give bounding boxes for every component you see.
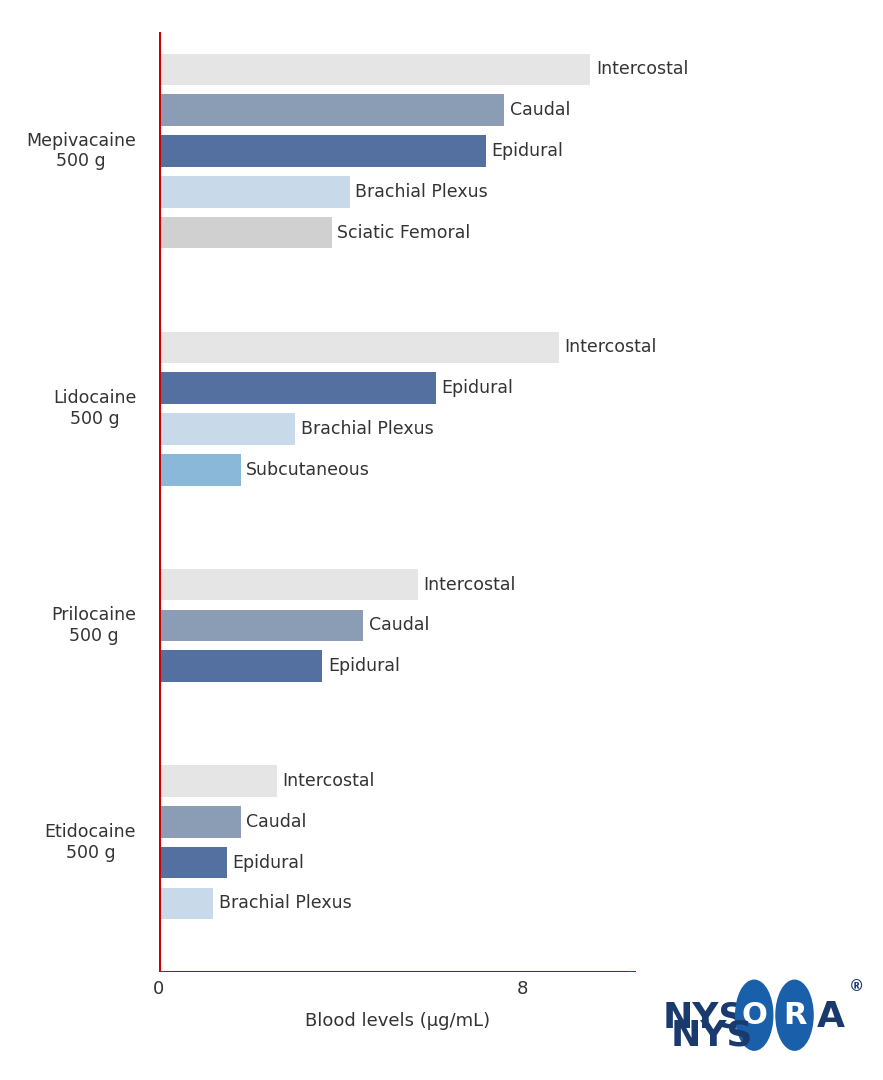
Text: Brachial Plexus: Brachial Plexus [355, 183, 488, 201]
Bar [159, 569, 418, 600]
Bar [159, 373, 436, 404]
Text: Brachial Plexus: Brachial Plexus [300, 420, 434, 438]
Text: Brachial Plexus: Brachial Plexus [219, 894, 351, 913]
Text: ®: ® [849, 980, 864, 995]
Text: Epidural: Epidural [491, 141, 563, 160]
Text: A: A [817, 1000, 845, 1035]
Text: Caudal: Caudal [509, 102, 570, 119]
Bar [159, 54, 591, 85]
Text: Intercostal: Intercostal [564, 338, 656, 356]
X-axis label: Blood levels (μg/mL): Blood levels (μg/mL) [305, 1012, 490, 1030]
Text: Caudal: Caudal [246, 813, 306, 831]
Bar [159, 888, 214, 919]
Bar [159, 176, 350, 207]
Text: Etidocaine
500 g: Etidocaine 500 g [45, 823, 136, 862]
Bar [159, 806, 241, 838]
Ellipse shape [776, 981, 813, 1050]
Bar [159, 766, 277, 797]
Text: Subcutaneous: Subcutaneous [246, 461, 370, 478]
Text: Lidocaine
500 g: Lidocaine 500 g [53, 389, 136, 428]
Text: Sciatic Femoral: Sciatic Femoral [337, 224, 471, 242]
Text: Caudal: Caudal [369, 617, 429, 634]
Bar [159, 610, 363, 642]
Bar [159, 332, 559, 363]
Text: Epidural: Epidural [232, 853, 305, 872]
Text: O: O [742, 1001, 767, 1029]
Text: Epidural: Epidural [442, 379, 513, 397]
Text: Prilocaine
500 g: Prilocaine 500 g [51, 606, 136, 645]
Bar [159, 650, 322, 681]
Text: Mepivacaine
500 g: Mepivacaine 500 g [26, 132, 136, 171]
Text: NYS: NYS [671, 1020, 753, 1053]
Text: Intercostal: Intercostal [596, 60, 688, 79]
Bar [159, 847, 227, 878]
Ellipse shape [736, 981, 773, 1050]
Bar [159, 94, 504, 126]
Text: R: R [782, 1001, 806, 1029]
Text: NYS: NYS [662, 1000, 744, 1035]
Bar [159, 135, 486, 166]
Bar [159, 217, 331, 248]
Bar [159, 454, 241, 486]
Text: Intercostal: Intercostal [423, 576, 516, 594]
Text: Intercostal: Intercostal [283, 772, 375, 791]
Text: Epidural: Epidural [328, 658, 400, 675]
Bar [159, 414, 295, 445]
